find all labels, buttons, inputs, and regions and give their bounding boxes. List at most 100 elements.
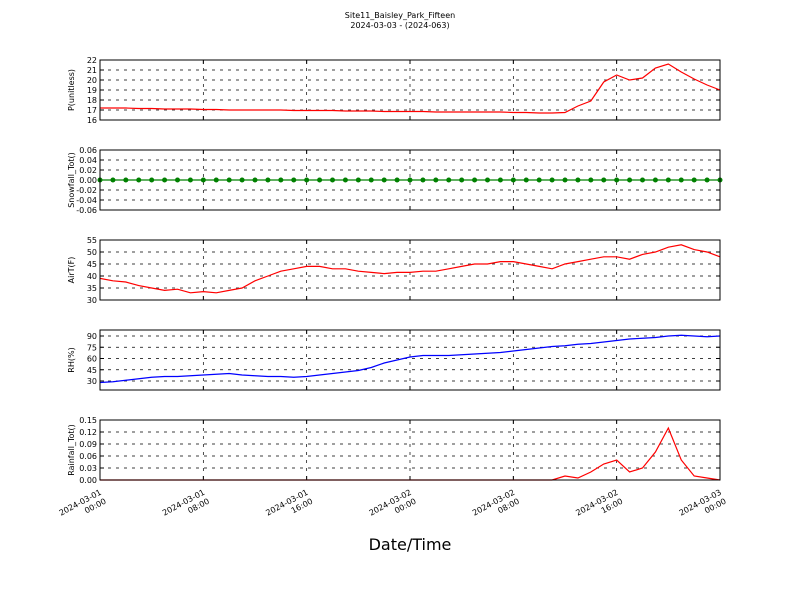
x-axis-label: Date/Time xyxy=(369,535,452,554)
data-point xyxy=(368,177,374,183)
data-point xyxy=(665,177,671,183)
plot-frame xyxy=(99,419,721,481)
data-point xyxy=(640,177,645,183)
y-tick-label: 16 xyxy=(87,116,97,125)
y-axis-label: Rainfall_Tot() xyxy=(67,424,76,476)
data-point xyxy=(226,177,232,183)
data-point xyxy=(510,177,516,183)
data-point xyxy=(381,177,387,183)
data-point xyxy=(394,177,400,183)
y-tick-label: 0.06 xyxy=(79,146,97,155)
x-tick-label: 2024-03-0100:00 xyxy=(58,488,108,527)
data-line xyxy=(100,63,721,114)
y-axis-label: RH(%) xyxy=(67,347,76,372)
y-tick-label: 30 xyxy=(87,377,97,386)
x-tick-label: 2024-03-0208:00 xyxy=(471,488,521,527)
data-point xyxy=(588,177,594,183)
data-point xyxy=(614,177,620,183)
data-line xyxy=(99,334,721,384)
data-point xyxy=(330,177,335,183)
data-point xyxy=(601,177,607,183)
data-point xyxy=(562,177,568,183)
y-axis-label: P(unitless) xyxy=(67,69,76,111)
data-point xyxy=(278,177,284,183)
y-tick-label: 30 xyxy=(87,296,97,305)
x-tick-label: 2024-03-0116:00 xyxy=(264,488,314,527)
data-point xyxy=(704,177,710,183)
y-tick-label: -0.06 xyxy=(76,206,97,215)
y-tick-label: 75 xyxy=(87,343,97,352)
data-point xyxy=(291,177,297,183)
data-point xyxy=(420,177,426,183)
data-point xyxy=(265,177,271,183)
y-axis-label: AirT(F) xyxy=(67,257,76,284)
data-point xyxy=(549,177,555,183)
y-tick-label: 17 xyxy=(87,106,97,115)
data-point xyxy=(627,177,633,183)
x-tick-label: 2024-03-0200:00 xyxy=(368,488,418,527)
data-point xyxy=(187,177,193,183)
y-tick-label: -0.02 xyxy=(76,186,97,195)
y-tick-label: 0.04 xyxy=(79,156,97,165)
data-point xyxy=(536,177,542,183)
plot-frame xyxy=(99,329,721,391)
data-point xyxy=(342,177,348,183)
data-point xyxy=(446,177,452,183)
data-point xyxy=(497,177,503,183)
y-tick-label: 55 xyxy=(87,236,97,245)
x-tick-label: 2024-03-0300:00 xyxy=(678,488,728,527)
figure-subtitle: 2024-03-03 - (2024-063) xyxy=(350,21,449,30)
data-point xyxy=(304,177,310,183)
y-tick-label: 0.00 xyxy=(79,176,97,185)
data-point xyxy=(691,177,697,183)
data-point xyxy=(678,177,684,183)
data-point xyxy=(213,177,219,183)
y-tick-label: 0.06 xyxy=(79,452,97,461)
y-tick-label: 0.12 xyxy=(79,428,97,437)
data-point xyxy=(459,177,465,183)
data-point xyxy=(433,177,439,183)
figure-title: Site11_Baisley_Park_Fifteen xyxy=(345,11,455,20)
y-tick-label: 50 xyxy=(87,248,97,257)
data-point xyxy=(175,177,180,183)
y-tick-label: 18 xyxy=(87,96,97,105)
y-tick-label: 19 xyxy=(87,86,97,95)
y-tick-label: 22 xyxy=(87,56,97,65)
data-point xyxy=(317,177,323,183)
y-tick-label: 0.09 xyxy=(79,440,97,449)
y-axis-label: Snowfall_Tot() xyxy=(67,152,76,208)
y-tick-label: 90 xyxy=(87,332,97,341)
plot-frame xyxy=(99,239,721,301)
data-point xyxy=(110,177,116,183)
data-point xyxy=(200,177,206,183)
plot-frame xyxy=(99,59,721,121)
y-tick-label: -0.04 xyxy=(76,196,97,205)
data-point xyxy=(485,177,490,183)
y-tick-label: 0.02 xyxy=(79,166,97,175)
plot-frame xyxy=(99,149,721,211)
y-tick-label: 0.15 xyxy=(79,416,97,425)
data-line xyxy=(99,244,721,294)
data-point xyxy=(252,177,258,183)
data-point xyxy=(239,177,245,183)
data-point xyxy=(162,177,168,183)
data-point xyxy=(136,177,142,183)
data-point xyxy=(355,177,361,183)
data-point xyxy=(472,177,478,183)
data-point xyxy=(407,177,413,183)
y-tick-label: 0.03 xyxy=(79,464,97,473)
y-tick-label: 40 xyxy=(87,272,97,281)
y-tick-label: 35 xyxy=(87,284,97,293)
data-point xyxy=(575,177,581,183)
data-point xyxy=(652,177,658,183)
y-tick-label: 0.00 xyxy=(79,476,97,485)
x-tick-label: 2024-03-0216:00 xyxy=(574,488,624,527)
y-tick-label: 20 xyxy=(87,76,97,85)
y-tick-label: 45 xyxy=(87,260,97,269)
x-tick-label: 2024-03-0108:00 xyxy=(161,488,211,527)
data-point xyxy=(523,177,529,183)
y-tick-label: 21 xyxy=(87,66,97,75)
y-tick-label: 45 xyxy=(87,366,97,375)
data-point xyxy=(149,177,155,183)
